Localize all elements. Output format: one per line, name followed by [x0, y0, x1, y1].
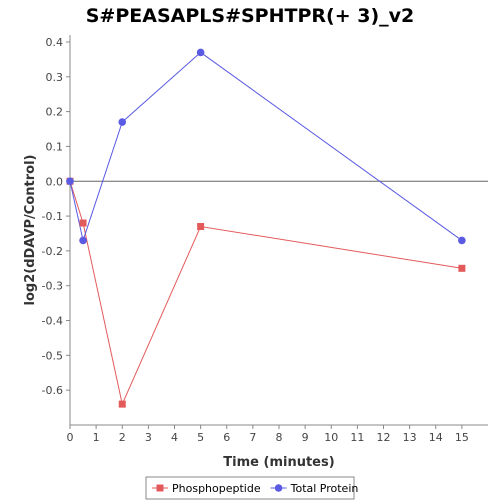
- data-point-1: [79, 236, 87, 245]
- y-tick-label: 0.2: [46, 106, 64, 119]
- x-tick-label: 9: [302, 431, 309, 444]
- y-tick-label: -0.5: [42, 349, 63, 362]
- y-tick-label: -0.1: [42, 210, 63, 223]
- y-tick-label: 0.3: [46, 71, 64, 84]
- y-tick-label: -0.3: [42, 280, 63, 293]
- data-point-0: [197, 223, 205, 231]
- data-point-1: [458, 236, 466, 245]
- x-tick-label: 0: [67, 431, 74, 444]
- y-tick-label: -0.4: [42, 315, 63, 328]
- x-tick-label: 13: [403, 431, 417, 444]
- x-tick-label: 11: [350, 431, 364, 444]
- y-tick-label: -0.6: [42, 384, 63, 397]
- legend-label-1: Total Protein: [290, 482, 359, 495]
- y-axis: 0.4 0.3 0.2 0.1 0.0 -0.1 -0.2 -0.3 -0.4 -0.5 -0.6: [42, 35, 71, 425]
- x-tick-label: 14: [429, 431, 443, 444]
- x-tick-label: 1: [93, 431, 100, 444]
- legend: Phosphopeptide Total Protein: [145, 476, 359, 500]
- y-tick-label: -0.2: [42, 245, 63, 258]
- y-tick-label: 0.4: [46, 36, 64, 49]
- x-axis: 0 1 2 3 4 5 6 7 8 9 10 11 12 13 14 15: [67, 424, 488, 444]
- plot-area: [70, 35, 488, 425]
- x-tick-label: 3: [145, 431, 152, 444]
- data-point-0: [79, 219, 87, 227]
- data-point-1: [196, 48, 205, 57]
- x-tick-label: 5: [197, 431, 204, 444]
- x-axis-label: Time (minutes): [223, 455, 334, 470]
- x-tick-label: 6: [223, 431, 230, 444]
- data-point-0: [458, 264, 466, 272]
- legend-marker-0: [156, 484, 164, 492]
- x-tick-label: 4: [171, 431, 178, 444]
- y-axis-label: log2(dDAVP/Control): [23, 155, 38, 306]
- data-point-1: [118, 118, 127, 126]
- legend-box: [145, 476, 355, 500]
- data-point-0: [118, 400, 126, 408]
- y-tick-label: 0.1: [46, 140, 64, 153]
- chart-title: S#PEASAPLS#SPHTPR(+ 3)_v2: [86, 5, 415, 27]
- data-point-1: [66, 177, 74, 186]
- y-tick-label: 0.0: [46, 175, 64, 188]
- x-tick-label: 15: [455, 431, 469, 444]
- x-tick-label: 2: [119, 431, 126, 444]
- legend-label-0: Phosphopeptide: [172, 482, 261, 495]
- x-tick-label: 12: [377, 431, 391, 444]
- x-tick-label: 8: [276, 431, 283, 444]
- x-tick-label: 10: [324, 431, 338, 444]
- x-tick-label: 7: [249, 431, 256, 444]
- legend-marker-1: [274, 484, 283, 492]
- series-layer: [66, 48, 488, 408]
